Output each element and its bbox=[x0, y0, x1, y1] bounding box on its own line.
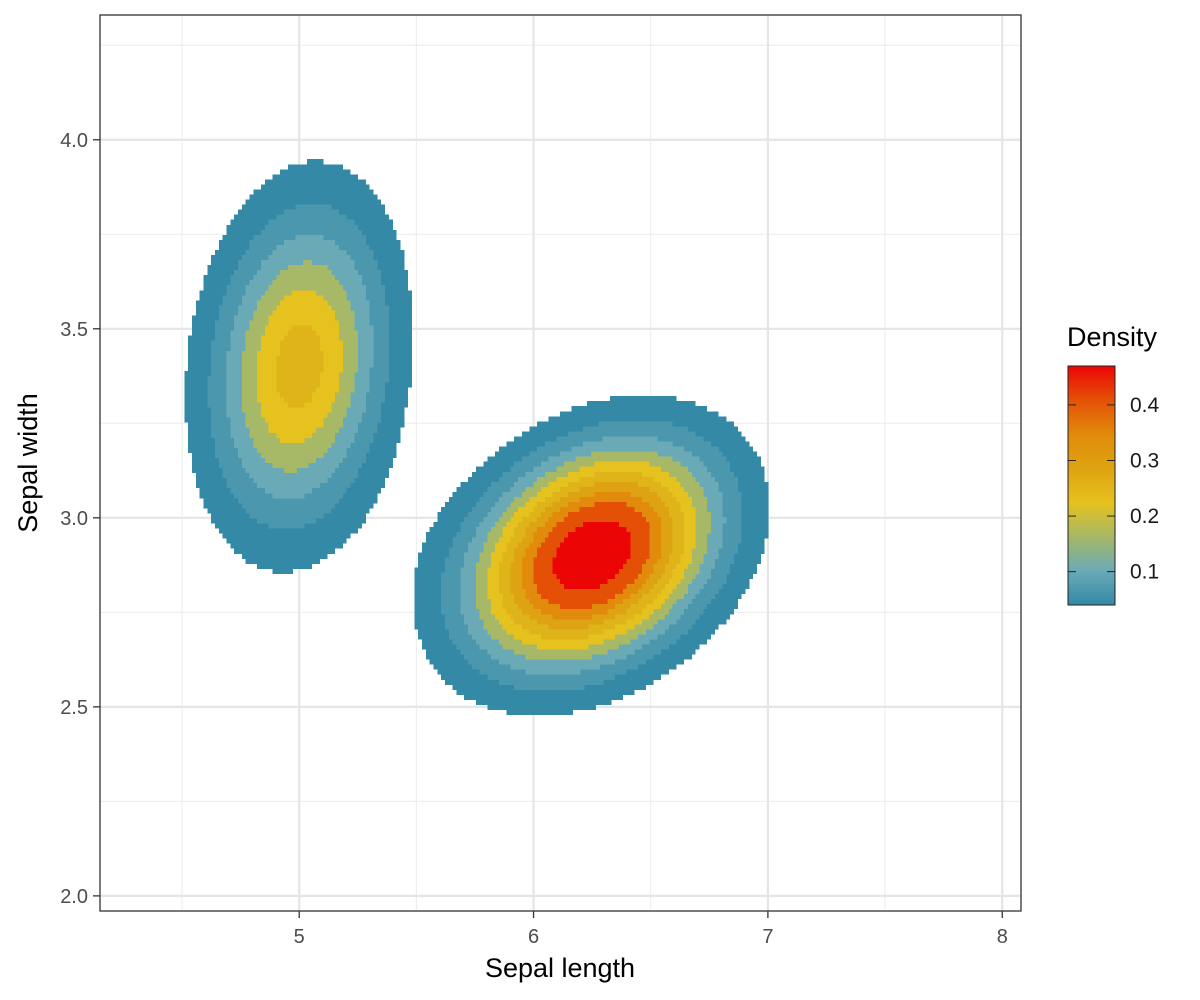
legend: Density 0.1 0.2 0.3 0.4 bbox=[1067, 322, 1160, 606]
plot-panel-border bbox=[99, 14, 1022, 912]
x-axis: 5 6 7 8 bbox=[294, 911, 1008, 948]
y-tick-label: 3.0 bbox=[60, 508, 88, 530]
y-tick-label: 4.0 bbox=[60, 130, 88, 152]
legend-colorbar bbox=[1067, 365, 1116, 606]
x-tick-label: 5 bbox=[294, 926, 305, 948]
legend-tick-label: 0.2 bbox=[1130, 505, 1159, 528]
density-level-2 bbox=[207, 204, 742, 690]
density-level-7 bbox=[510, 481, 673, 630]
density-contours bbox=[184, 159, 769, 716]
y-tick-label: 2.0 bbox=[60, 886, 88, 908]
legend-tick-label: 0.1 bbox=[1130, 561, 1159, 584]
x-axis-title: Sepal length bbox=[485, 953, 635, 983]
y-axis-title: Sepal width bbox=[13, 393, 43, 533]
density-level-4 bbox=[241, 260, 712, 660]
x-tick-label: 8 bbox=[997, 926, 1008, 948]
y-axis: 2.0 2.5 3.0 3.5 4.0 bbox=[60, 130, 100, 908]
density-level-1 bbox=[184, 159, 769, 716]
x-tick-label: 7 bbox=[762, 926, 773, 948]
x-tick-label: 6 bbox=[528, 926, 539, 948]
density-level-9 bbox=[533, 502, 650, 610]
y-tick-label: 2.5 bbox=[60, 697, 88, 719]
legend-tick-label: 0.3 bbox=[1130, 449, 1159, 472]
legend-tick-label: 0.4 bbox=[1130, 394, 1160, 417]
y-tick-label: 3.5 bbox=[60, 319, 88, 341]
legend-title: Density bbox=[1067, 322, 1158, 352]
density-level-10 bbox=[552, 522, 631, 589]
legend-ticks: 0.1 0.2 0.3 0.4 bbox=[1068, 394, 1160, 584]
